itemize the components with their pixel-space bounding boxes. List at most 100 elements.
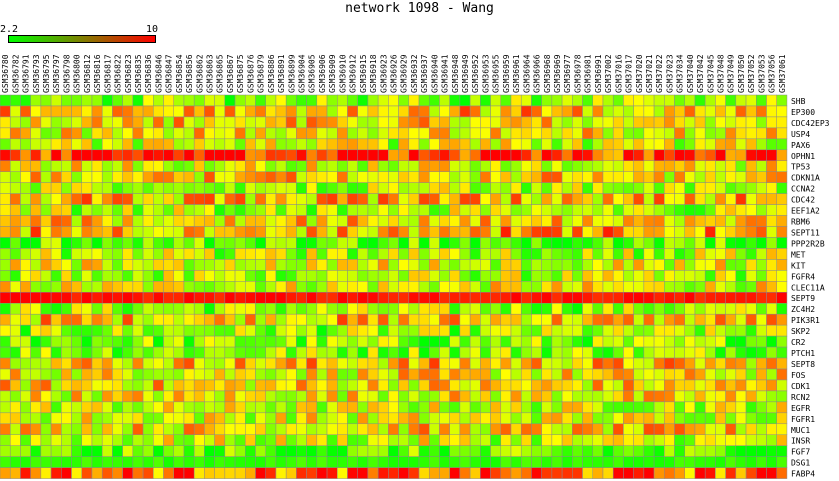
heatmap-cell [704,379,716,392]
heatmap-cell [61,357,72,370]
heatmap-cell [234,215,246,227]
heatmap-cell [153,445,164,457]
heatmap-cell [449,445,461,457]
heatmap-cell [572,390,583,403]
heatmap-cell [153,215,164,227]
heatmap-cell [704,193,716,205]
heatmap-cell [469,368,481,381]
heatmap-cell [725,281,737,293]
heatmap-cell [531,248,542,260]
heatmap-cell [40,456,52,468]
heatmap-cell [40,215,52,227]
heatmap-cell [725,368,737,381]
heatmap-cell [745,237,757,249]
heatmap-cell [490,456,502,468]
heatmap-cell [153,259,164,271]
heatmap-cell [572,412,583,425]
heatmap-cell [449,204,461,216]
heatmap-cell [674,193,685,205]
heatmap-cell [377,149,389,162]
heatmap-cell [224,423,236,436]
heatmap-cell [163,368,174,381]
heatmap-cell [337,302,348,315]
heatmap-cell [101,434,113,446]
heatmap-cell [357,467,369,479]
heatmap-cell [40,94,52,107]
heatmap-cell [50,171,62,183]
heatmap-cell [132,368,144,381]
heatmap-cell [449,313,461,326]
heatmap-cell [183,160,195,172]
heatmap-cell [510,302,522,315]
heatmap-cell [490,313,502,326]
heatmap-cell [9,105,21,118]
heatmap-cell [480,445,491,457]
heatmap-cell [234,390,246,403]
heatmap-cell [50,456,62,468]
row-label: CDC42EP3 [791,119,830,128]
heatmap-cell [745,292,757,304]
heatmap-cell [81,270,93,282]
heatmap-cell [418,171,430,183]
column-label: GSM36977 [563,54,572,93]
heatmap-cell [602,248,614,260]
heatmap-cell [531,423,542,436]
heatmap-cell [480,270,491,282]
column-label: GSM37034 [676,54,685,93]
heatmap-cell [510,116,522,129]
heatmap-cell [500,302,512,315]
heatmap-cell [20,248,31,260]
heatmap-cell [694,259,706,271]
heatmap-cell [694,171,706,183]
heatmap-cell [408,105,420,118]
heatmap-cell [541,368,553,381]
row-label: FABP4 [791,470,815,479]
heatmap-cell [91,324,103,337]
heatmap-cell [101,171,113,183]
heatmap-cell [132,127,144,140]
heatmap-cell [694,445,706,457]
heatmap-cell [296,281,307,293]
heatmap-cell [71,94,83,107]
heatmap-cell [561,281,573,293]
heatmap-cell [408,423,420,436]
heatmap-cell [377,335,389,348]
column-label: GSM36800 [73,54,82,93]
row-label: SHB [791,97,806,106]
heatmap-cell [561,412,573,425]
column-label: GSM36961 [512,54,521,93]
heatmap-cell [204,302,215,315]
heatmap-cell [224,346,236,359]
heatmap-cell [715,292,726,304]
heatmap-cell [61,292,72,304]
heatmap-cell [347,105,358,118]
heatmap-cell [704,412,716,425]
heatmap-cell [674,302,685,315]
heatmap-cell [408,116,420,129]
heatmap-cell [193,182,205,194]
heatmap-cell [510,390,522,403]
heatmap-cell [469,171,481,183]
heatmap-cell [592,105,604,118]
heatmap-cell [694,335,706,348]
heatmap-cell [112,94,123,107]
heatmap-cell [715,116,726,129]
heatmap-cell [490,193,502,205]
heatmap-cell [500,313,512,326]
heatmap-cell [50,324,62,337]
heatmap-cell [347,467,358,479]
heatmap-cell [347,346,358,359]
heatmap-cell [255,335,266,348]
heatmap-cell [306,215,318,227]
heatmap-cell [766,434,777,446]
heatmap-cell [61,379,72,392]
heatmap-cell [633,149,645,162]
heatmap-cell [520,105,532,118]
heatmap-cell [377,160,389,172]
heatmap-cell [163,237,174,249]
heatmap-cell [357,390,369,403]
heatmap-cell [592,390,604,403]
heatmap-cell [224,302,236,315]
column-label: GSM36846 [154,54,163,93]
heatmap-cell [510,248,522,260]
